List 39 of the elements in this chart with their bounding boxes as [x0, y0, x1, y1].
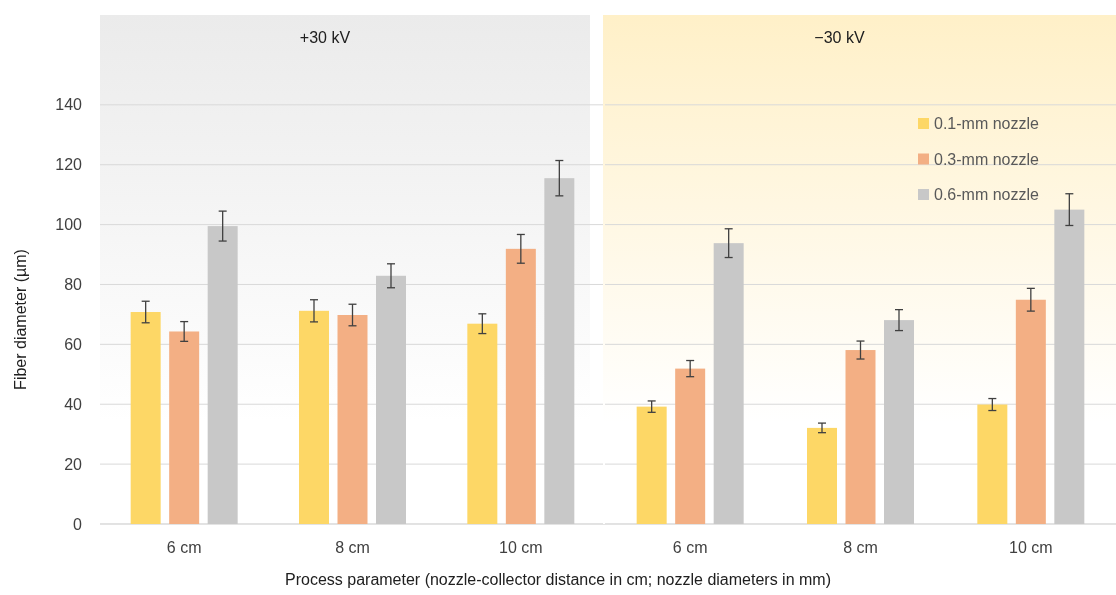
bar	[713, 243, 744, 524]
y-tick-label: 0	[73, 515, 83, 533]
y-tick-label: 140	[55, 96, 83, 114]
legend-label: 0.3-mm nozzle	[934, 150, 1040, 168]
y-tick-label: 40	[64, 395, 83, 413]
legend-label: 0.1-mm nozzle	[934, 115, 1040, 132]
bar	[675, 368, 706, 524]
y-tick-label: 80	[64, 275, 83, 293]
bar	[467, 323, 498, 524]
x-tick-label: 8 cm	[335, 539, 370, 556]
bar	[207, 226, 238, 524]
bar	[376, 275, 406, 524]
bar	[1015, 299, 1046, 524]
y-axis-title: Fiber diameter (µm)	[12, 249, 29, 390]
bar	[505, 248, 536, 524]
bar	[337, 315, 368, 524]
y-tick-label: 120	[55, 156, 83, 174]
bar	[845, 350, 876, 524]
text: +30 kV	[299, 29, 351, 46]
y-tick-label: 60	[64, 335, 83, 353]
bar	[884, 320, 914, 524]
bar	[130, 312, 161, 524]
bar	[977, 404, 1008, 524]
x-tick-label: 10 cm	[499, 539, 543, 556]
bar	[299, 310, 329, 524]
bar	[636, 406, 667, 524]
x-tick-label: 10 cm	[1009, 539, 1053, 556]
bar	[169, 331, 200, 524]
legend-label: 0.6-mm nozzle	[934, 186, 1040, 203]
y-tick-label: 100	[55, 216, 83, 234]
x-tick-label: 8 cm	[843, 539, 878, 556]
y-tick-label: 20	[64, 455, 83, 473]
bar	[1054, 209, 1085, 524]
x-tick-label: 6 cm	[166, 539, 202, 556]
bar	[807, 427, 837, 524]
bar	[544, 178, 575, 524]
text: −30 kV	[814, 29, 865, 46]
x-tick-label: 6 cm	[672, 539, 708, 556]
x-axis-title: Process parameter (nozzle-collector distance in cm; nozzle diameters in mm)	[285, 571, 831, 588]
